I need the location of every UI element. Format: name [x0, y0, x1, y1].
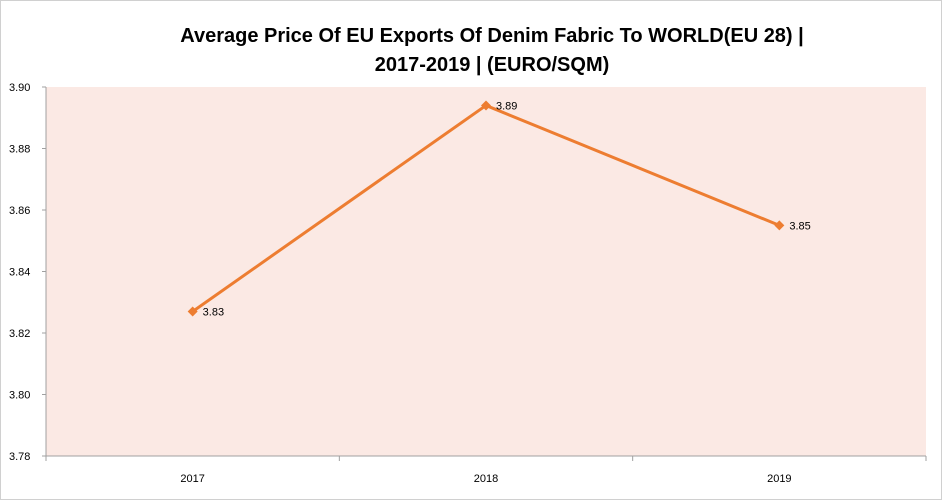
y-tick-label: 3.82 [9, 328, 30, 340]
plot-area [46, 87, 926, 456]
x-tick-label: 2017 [180, 473, 204, 485]
data-label: 3.85 [789, 220, 810, 232]
chart-title-line-1: Average Price Of EU Exports Of Denim Fab… [180, 25, 804, 47]
y-tick-label: 3.80 [9, 390, 30, 402]
x-tick-label: 2019 [767, 473, 791, 485]
y-tick-label: 3.78 [9, 451, 30, 463]
y-tick-label: 3.90 [9, 82, 30, 94]
x-tick-label: 2018 [474, 473, 498, 485]
data-label: 3.83 [203, 306, 224, 318]
data-point-marker [187, 306, 198, 317]
data-point-marker [481, 100, 491, 111]
y-tick-label: 3.86 [9, 205, 30, 217]
y-tick-label: 3.84 [9, 267, 30, 279]
data-point-marker [774, 220, 785, 231]
y-tick-label: 3.88 [9, 144, 30, 156]
chart-title-line-2: 2017-2019 | (EURO/SQM) [375, 54, 610, 76]
data-label: 3.89 [496, 100, 517, 112]
